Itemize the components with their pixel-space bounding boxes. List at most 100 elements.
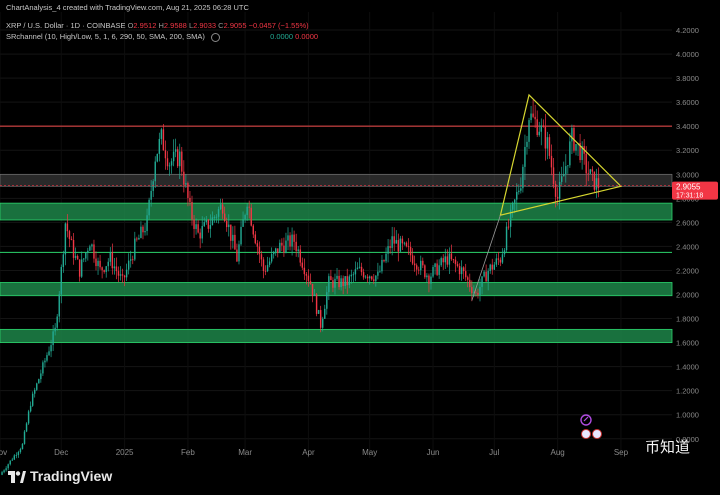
candle-body bbox=[70, 238, 73, 241]
price-tick-label: 2.2000 bbox=[676, 266, 699, 275]
chart-tool-icons[interactable] bbox=[580, 414, 602, 439]
time-tick-label: Jul bbox=[489, 448, 499, 457]
candle-body bbox=[11, 459, 13, 461]
candle-body bbox=[107, 261, 109, 267]
indicator-legend[interactable]: SRchannel (10, High/Low, 5, 1, 6, 290, 5… bbox=[6, 32, 318, 42]
tradingview-logo-text: TradingView bbox=[30, 468, 113, 484]
candle-body bbox=[481, 276, 483, 287]
candle-body bbox=[407, 246, 410, 247]
candle-body bbox=[550, 155, 553, 168]
candle-body bbox=[334, 278, 336, 288]
candle-body bbox=[536, 119, 538, 136]
candle-body bbox=[442, 258, 444, 263]
candle-body bbox=[83, 258, 85, 260]
last-price: 2.9055 bbox=[676, 183, 701, 192]
candle-body bbox=[166, 158, 169, 167]
candle-body bbox=[164, 150, 167, 159]
price-axis[interactable]: 4.2000 4.0000 3.8000 3.6000 3.4000 3.2000 3.00… bbox=[676, 26, 699, 444]
candle-body bbox=[256, 243, 259, 247]
candle-body bbox=[526, 141, 528, 147]
candle-body bbox=[207, 219, 210, 229]
symbol-label[interactable]: XRP / U.S. Dollar · 1D · COINBASE bbox=[6, 21, 126, 30]
candle-body bbox=[307, 275, 310, 281]
candle-body bbox=[454, 259, 457, 265]
candle-body bbox=[581, 146, 583, 161]
candle-body bbox=[411, 255, 414, 264]
watermark-text: 币知道 bbox=[645, 438, 691, 456]
candle-body bbox=[17, 452, 20, 456]
candle-body bbox=[560, 176, 563, 182]
candle-body bbox=[299, 249, 301, 263]
candle-body bbox=[418, 269, 420, 271]
candle-body bbox=[1, 472, 3, 475]
candle-body bbox=[520, 188, 522, 191]
candle-body bbox=[477, 292, 479, 295]
candle-body bbox=[162, 129, 165, 151]
replay-icon[interactable] bbox=[580, 414, 592, 426]
candle-body bbox=[432, 266, 434, 277]
candle-body bbox=[313, 294, 316, 296]
change-value: −0.0457 (−1.55%) bbox=[248, 21, 309, 30]
event-flag-icon[interactable] bbox=[581, 429, 591, 439]
candle-body bbox=[7, 464, 9, 469]
time-tick-label: Aug bbox=[550, 448, 564, 457]
candles bbox=[1, 99, 600, 476]
candle-body bbox=[326, 292, 328, 309]
low-value: 2.9033 bbox=[193, 21, 217, 30]
candle-body bbox=[575, 144, 577, 151]
candle-body bbox=[125, 269, 128, 278]
price-tick-label: 1.4000 bbox=[676, 363, 699, 372]
candle-body bbox=[444, 256, 446, 263]
candle-body bbox=[34, 389, 36, 394]
high-label: H bbox=[158, 21, 164, 30]
time-tick-label: Mar bbox=[238, 448, 252, 457]
candle-body bbox=[579, 142, 581, 161]
candle-body bbox=[272, 251, 275, 255]
candle-body bbox=[563, 174, 565, 177]
candle-body bbox=[13, 455, 16, 460]
candle-body bbox=[176, 149, 179, 167]
event-flag-icon-2[interactable] bbox=[592, 429, 602, 439]
candle-body bbox=[436, 263, 438, 275]
candle-body bbox=[76, 255, 79, 260]
candle-body bbox=[230, 224, 232, 241]
tv-logo-icon bbox=[8, 471, 26, 484]
candle-body bbox=[72, 240, 75, 258]
candle-body bbox=[113, 266, 116, 269]
candle-body bbox=[297, 249, 299, 252]
pivot-zone bbox=[0, 173, 673, 187]
candle-body bbox=[356, 267, 359, 270]
candle-body bbox=[240, 226, 242, 245]
tradingview-logo[interactable]: TradingView bbox=[8, 468, 112, 484]
candle-body bbox=[569, 141, 571, 166]
candle-body bbox=[589, 169, 592, 174]
ohlc-legend[interactable]: XRP / U.S. Dollar · 1D · COINBASE O2.951… bbox=[6, 21, 309, 30]
candle-body bbox=[115, 266, 118, 272]
candle-body bbox=[489, 264, 491, 271]
candle-body bbox=[340, 278, 342, 288]
candle-body bbox=[585, 153, 587, 174]
indicator-label[interactable]: SRchannel (10, High/Low, 5, 1, 6, 290, 5… bbox=[6, 32, 205, 41]
candle-body bbox=[434, 263, 436, 267]
bar-countdown: 17:31:18 bbox=[676, 193, 703, 200]
candle-body bbox=[424, 265, 426, 278]
candle-body bbox=[50, 345, 52, 352]
candle-body bbox=[493, 264, 496, 270]
candle-body bbox=[387, 246, 389, 254]
candle-body bbox=[248, 206, 250, 208]
sr-zones bbox=[0, 125, 673, 343]
candle-body bbox=[422, 260, 424, 266]
candle-body bbox=[219, 204, 222, 210]
low-label: L bbox=[188, 21, 194, 30]
time-axis[interactable]: Nov Dec 2025 Feb Mar Apr May Jun Jul Aug Sep bbox=[0, 448, 629, 457]
candle-body bbox=[413, 263, 416, 266]
candle-body bbox=[93, 244, 95, 259]
candle-body bbox=[291, 234, 293, 247]
candle-body bbox=[528, 120, 530, 142]
candle-body bbox=[74, 255, 77, 258]
last-price-tag: 2.9055 17:31:18 bbox=[672, 181, 718, 200]
gear-icon[interactable] bbox=[210, 32, 220, 42]
candle-body bbox=[58, 294, 60, 317]
candle-body bbox=[25, 423, 28, 432]
